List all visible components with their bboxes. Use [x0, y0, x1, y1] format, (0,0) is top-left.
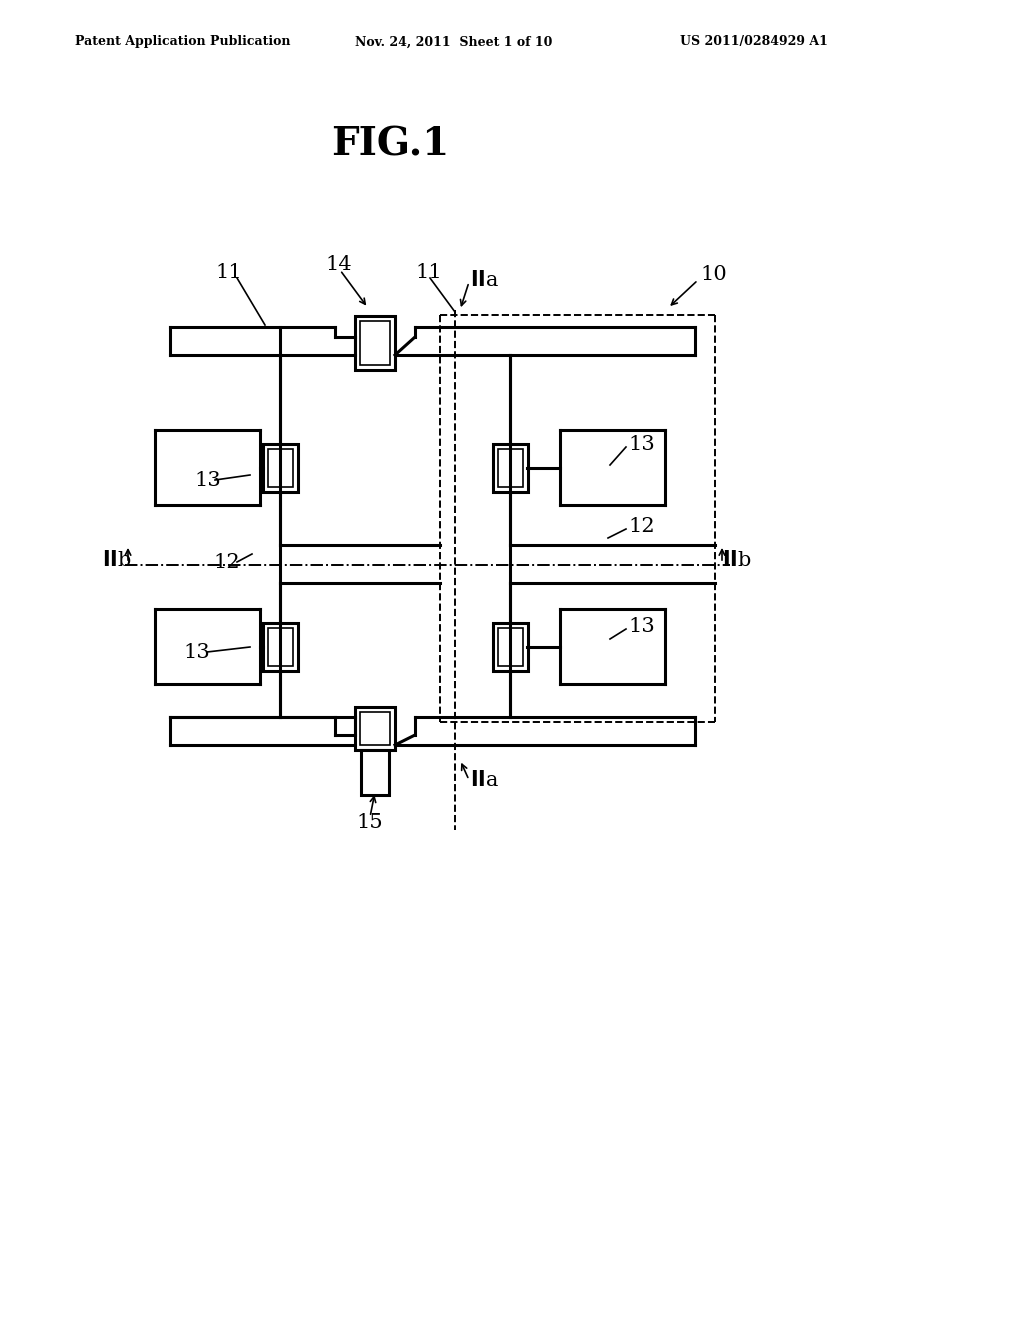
Bar [268, 449, 293, 487]
Text: Nov. 24, 2011  Sheet 1 of 10: Nov. 24, 2011 Sheet 1 of 10 [355, 36, 552, 49]
Bar [268, 628, 293, 667]
Bar [360, 711, 390, 744]
Bar [361, 750, 389, 795]
Bar [493, 444, 528, 492]
Bar [263, 623, 298, 671]
Text: 13: 13 [628, 436, 654, 454]
Bar [360, 321, 390, 366]
Text: $\mathbf{II}$b: $\mathbf{II}$b [722, 550, 752, 570]
Text: 14: 14 [325, 256, 351, 275]
Text: US 2011/0284929 A1: US 2011/0284929 A1 [680, 36, 827, 49]
Bar [263, 444, 298, 492]
Text: 13: 13 [183, 643, 210, 661]
Text: Patent Application Publication: Patent Application Publication [75, 36, 291, 49]
Text: $\mathbf{II}$a: $\mathbf{II}$a [470, 271, 500, 290]
Text: 12: 12 [213, 553, 240, 572]
Bar [493, 623, 528, 671]
Text: 12: 12 [628, 517, 654, 536]
Text: 15: 15 [356, 813, 383, 833]
Bar [498, 628, 523, 667]
Text: 11: 11 [415, 263, 441, 281]
Text: 11: 11 [215, 263, 242, 281]
Text: 10: 10 [700, 265, 727, 285]
Text: $\mathbf{II}$a: $\mathbf{II}$a [470, 770, 500, 789]
Bar [498, 449, 523, 487]
Bar [355, 315, 395, 370]
Bar [355, 708, 395, 750]
Text: $\mathbf{II}$b: $\mathbf{II}$b [102, 550, 132, 570]
Text: FIG.1: FIG.1 [331, 125, 450, 164]
Text: 13: 13 [194, 470, 221, 490]
Text: 13: 13 [628, 618, 654, 636]
